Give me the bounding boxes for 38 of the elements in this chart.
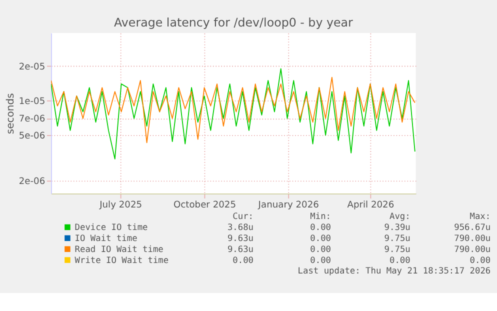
chart-title: Average latency for /dev/loop0 - by year [114,16,354,30]
x-tick-label: July 2025 [98,200,142,211]
y-tick-label: 1e-05 [18,96,46,107]
line-series [51,68,416,160]
text: 9.75u [384,234,410,244]
text: 9.75u [384,244,410,255]
text: Cur: [232,212,254,222]
text: 0.00 [310,244,332,255]
text: 9.63u [227,234,254,244]
text: Last update: Thu May 21 18:35:17 2026 [298,266,491,277]
text: 0.00 [310,234,332,244]
text: 0.00 [232,256,254,266]
text: Min: [310,212,332,222]
y-tick-label: 5e-06 [18,131,46,142]
text: 0.00 [310,256,332,266]
x-tick-label: January 2026 [257,200,320,211]
legend-label: IO Wait time [74,234,138,244]
legend-label: Read IO Wait time [74,244,164,255]
text: 790.00u [454,244,491,255]
legend-label: Write IO Wait time [74,256,169,266]
text: Avg: [390,212,410,222]
y-axis-title: seconds [5,93,16,134]
y-tick-label: 7e-06 [18,114,46,125]
line-series [51,76,416,144]
text: 0.00 [470,256,491,266]
text: 3.68u [227,222,254,233]
text: 790.00u [454,234,491,244]
x-tick-label: October 2025 [173,200,236,211]
text: Max: [470,212,491,222]
text: 9.39u [384,222,410,233]
y-tick-label: 2e-06 [18,176,46,187]
x-tick-label: April 2026 [347,200,394,211]
text: 956.67u [454,222,491,233]
text: 0.00 [390,256,410,266]
y-tick-label: 2e-05 [18,62,46,72]
legend-label: Device IO time [74,222,148,233]
text: 0.00 [310,222,332,233]
text: 9.63u [227,244,254,255]
